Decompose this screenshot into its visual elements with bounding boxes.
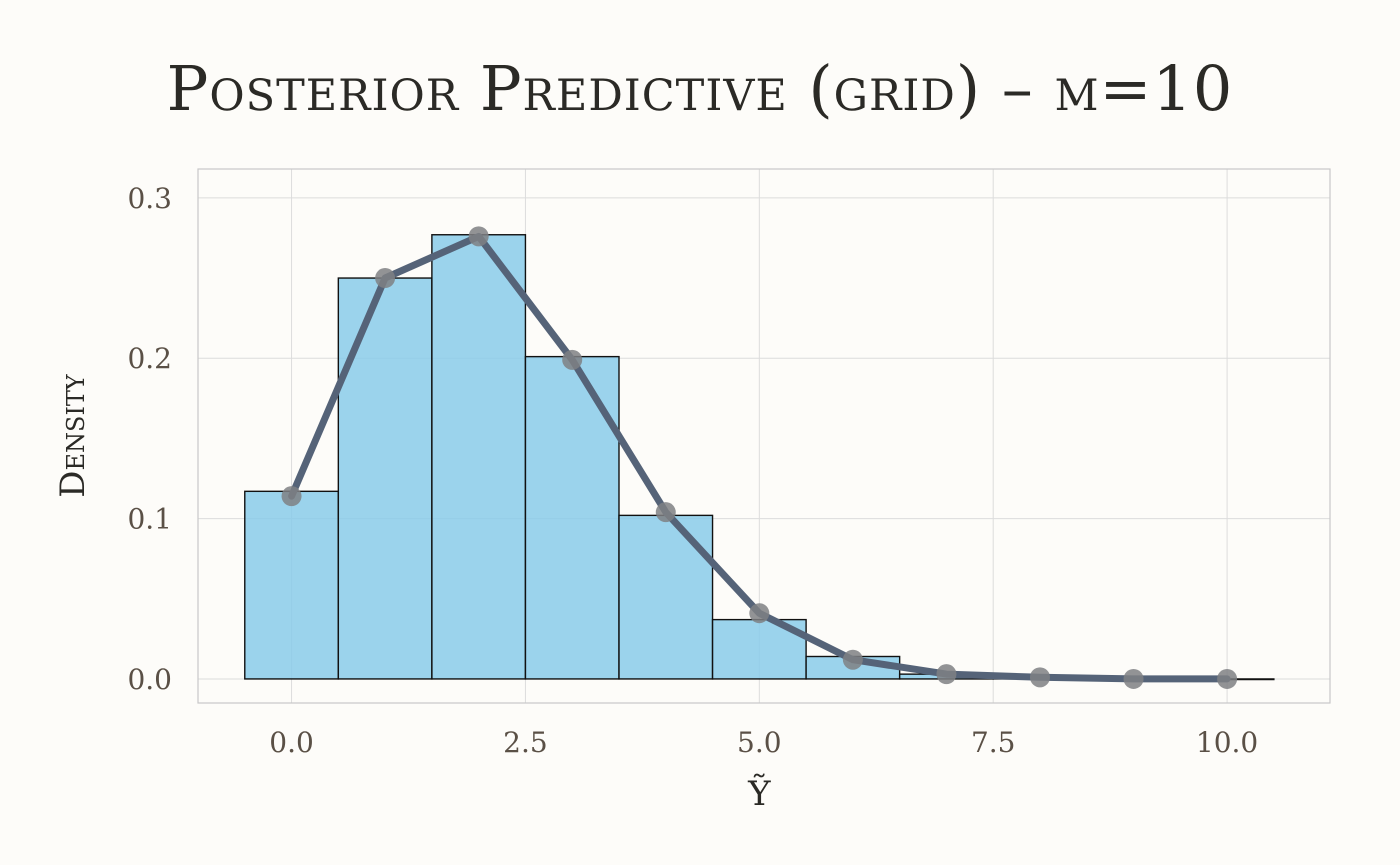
predictive-point: [842, 649, 863, 670]
y-axis-label: Density: [53, 373, 93, 498]
predictive-point: [1029, 667, 1050, 688]
y-tick-label: 0.2: [127, 342, 172, 375]
y-tick-label: 0.3: [127, 182, 172, 215]
predictive-point: [936, 664, 957, 685]
histogram-bar: [337, 277, 433, 680]
histogram-bar: [244, 490, 340, 680]
x-tick-label: 10.0: [1196, 726, 1258, 759]
y-tick-label: 0.1: [127, 503, 172, 536]
points-layer: [281, 226, 1238, 689]
predictive-point: [655, 502, 676, 523]
x-tick-label: 2.5: [503, 726, 548, 759]
histogram-bar: [431, 234, 527, 680]
histogram-bar: [618, 514, 714, 680]
y-tick-label: 0.0: [127, 663, 172, 696]
predictive-point: [749, 603, 770, 624]
predictive-point: [468, 226, 489, 247]
predictive-point: [1123, 668, 1144, 689]
axes-layer: 0.0 2.5 5.0 7.5 10.0 0.0 0.1 0.2 0.3: [127, 168, 1331, 759]
x-tick-label: 7.5: [971, 726, 1016, 759]
predictive-point: [1217, 668, 1238, 689]
predictive-point: [375, 268, 396, 289]
x-axis-label: Ỹ: [747, 774, 771, 814]
predictive-point: [281, 486, 302, 507]
plot-border: [197, 168, 1331, 704]
histogram-bar: [524, 355, 620, 680]
chart-title: Posterior Predictive (grid) – m=10: [166, 52, 1234, 125]
predictive-point: [562, 349, 583, 370]
x-tick-label: 5.0: [737, 726, 782, 759]
x-tick-label: 0.0: [269, 726, 314, 759]
